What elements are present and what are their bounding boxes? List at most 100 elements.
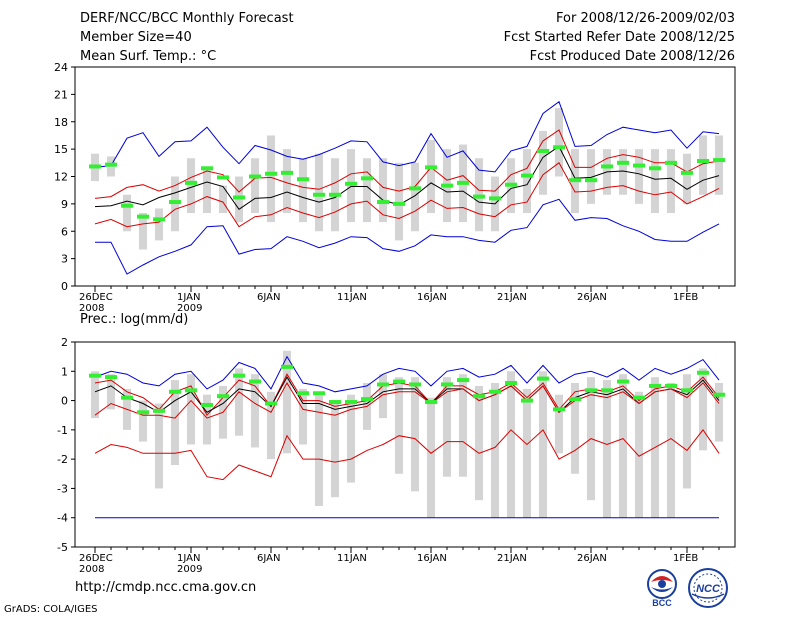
prec-obs-marker (217, 394, 229, 399)
temp-line-mean (94, 145, 720, 210)
temp-obs-marker (169, 200, 181, 205)
temp-ytick-label: 6 (61, 225, 68, 238)
temp-obs-marker (665, 160, 677, 165)
prec-obs-marker (457, 378, 469, 383)
temp-obs-marker (697, 158, 709, 163)
temp-obs-marker (233, 195, 245, 200)
bcc-logo: BCC (647, 569, 677, 608)
prec-member-box (555, 394, 563, 454)
prec-obs-marker (713, 392, 725, 397)
temp-obs-marker (217, 175, 229, 180)
temp-xtick-label: 6JAN (257, 292, 280, 303)
prec-member-box (715, 383, 723, 442)
prec-member-box (443, 377, 451, 477)
prec-xtick-label: 21JAN (497, 553, 527, 564)
prec-obs-marker (521, 398, 533, 403)
temp-obs-marker (425, 165, 437, 170)
prec-member-box (283, 350, 291, 454)
temp-xtick-label: 26DEC (79, 292, 113, 303)
prec-xtick-label: 1JAN (177, 553, 200, 564)
prec-obs-marker (201, 402, 213, 407)
website-url[interactable]: http://cmdp.ncc.cma.gov.cn (75, 580, 257, 595)
temp-member-box (651, 149, 659, 213)
temp-obs-marker (633, 163, 645, 168)
prec-obs-marker (393, 379, 405, 384)
temp-xtick-year: 2008 (79, 303, 104, 314)
temp-obs-marker (617, 160, 629, 165)
temp-member-box (523, 149, 531, 213)
temp-xtick-label: 26JAN (577, 292, 607, 303)
temp-member-box (299, 158, 307, 223)
temp-xtick-label: 1FEB (673, 292, 698, 303)
temp-obs-marker (505, 182, 517, 187)
temp-obs-marker (409, 186, 421, 191)
temp-xtick-label: 21JAN (497, 292, 527, 303)
prec-member-box (475, 385, 483, 501)
temp-xtick-year: 2009 (177, 303, 202, 314)
prec-obs-marker (345, 400, 357, 405)
prec-ytick-label: -1 (57, 424, 68, 437)
temp-ytick-label: 9 (61, 198, 68, 211)
temp-obs-marker (441, 183, 453, 188)
prec-obs-marker (425, 400, 437, 405)
temp-obs-marker (121, 203, 133, 208)
forecast-produced-date: Fcst Produced Date 2008/12/26 (529, 49, 735, 64)
temp-obs-marker (585, 178, 597, 183)
temp-obs-marker (345, 181, 357, 186)
prec-member-box (171, 380, 179, 465)
prec-obs-marker (169, 389, 181, 394)
temp-member-box (427, 140, 435, 213)
temp-xtick-label: 1JAN (177, 292, 200, 303)
prec-member-box (667, 383, 675, 518)
temp-obs-marker (553, 145, 565, 150)
prec-obs-marker (233, 373, 245, 378)
prec-ytick-label: 1 (61, 365, 68, 378)
prec-member-box (523, 388, 531, 518)
precipitation-title: Prec.: log(mm/d) (80, 312, 188, 327)
temp-obs-marker (489, 196, 501, 201)
forecast-period: For 2008/12/26-2009/02/03 (556, 11, 735, 26)
prec-member-box (635, 391, 643, 518)
prec-member-box (411, 377, 419, 492)
temp-member-box (123, 194, 131, 232)
temp-obs-marker (649, 166, 661, 171)
temp-member-box (411, 162, 419, 232)
prec-member-box (203, 394, 211, 445)
temp-member-box (587, 149, 595, 204)
prec-obs-marker (473, 394, 485, 399)
prec-member-box (603, 380, 611, 518)
prec-member-box (539, 371, 547, 518)
prec-obs-marker (313, 391, 325, 396)
prec-obs-marker (105, 375, 117, 380)
prec-line-mean (94, 376, 720, 414)
temp-member-box (715, 135, 723, 195)
prec-member-box (187, 374, 195, 445)
svg-text:BCC: BCC (652, 598, 672, 608)
svg-text:NCC: NCC (696, 583, 721, 595)
temp-member-box (155, 208, 163, 241)
prec-ytick-label: 2 (61, 336, 68, 349)
temp-obs-marker (329, 192, 341, 197)
prec-line-min (94, 429, 720, 481)
prec-member-box (91, 371, 99, 419)
prec-obs-marker (409, 382, 421, 387)
prec-line-upper (94, 373, 720, 417)
prec-member-box (347, 394, 355, 483)
prec-obs-marker (537, 376, 549, 381)
prec-xtick-label: 6JAN (257, 553, 280, 564)
prec-member-box (331, 400, 339, 498)
temp-member-box (699, 135, 707, 195)
temp-obs-marker (569, 178, 581, 183)
temp-obs-marker (457, 180, 469, 185)
prec-obs-marker (665, 383, 677, 388)
prec-obs-marker (297, 391, 309, 396)
prec-member-box (299, 388, 307, 445)
prec-obs-marker (569, 397, 581, 402)
temp-member-box (667, 149, 675, 213)
temp-ytick-label: 18 (54, 116, 68, 129)
temp-obs-marker (521, 173, 533, 178)
prec-member-box (683, 374, 691, 489)
prec-member-box (267, 391, 275, 460)
variable-label: Mean Surf. Temp.: °C (80, 49, 217, 64)
